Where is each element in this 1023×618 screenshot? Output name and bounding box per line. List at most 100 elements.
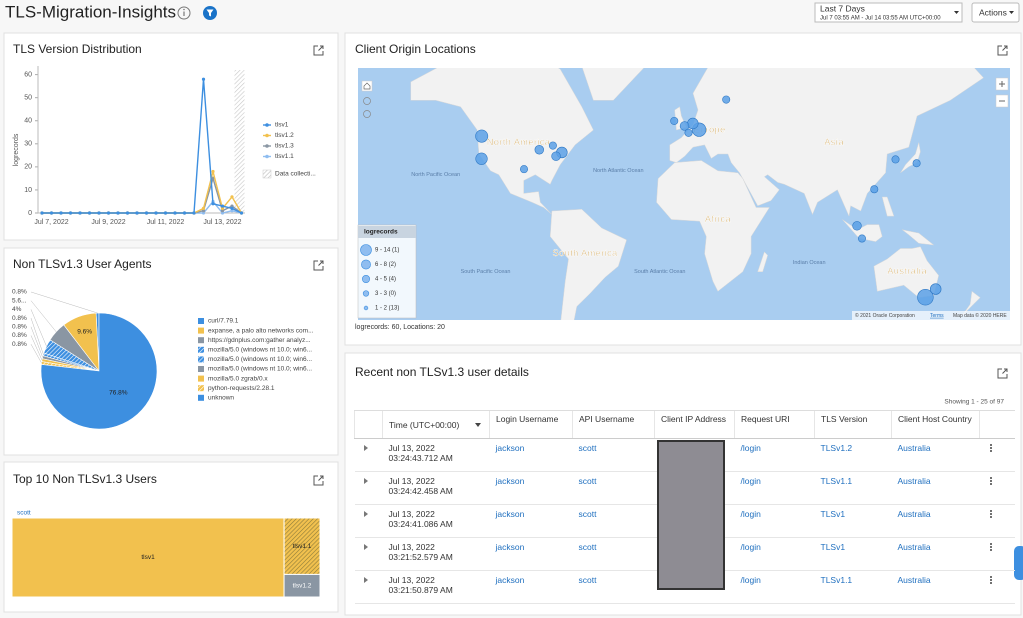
api-link[interactable]: scott [578,443,597,453]
location-bubble[interactable] [891,155,900,164]
country-link[interactable]: Australia [897,542,931,552]
cell [979,537,1015,571]
expand-icon[interactable] [313,475,324,486]
country-link[interactable]: Australia [897,575,931,585]
country-link[interactable]: Australia [897,443,931,453]
location-bubble[interactable] [870,185,879,194]
expand-icon[interactable] [313,260,324,271]
location-bubble[interactable] [917,289,934,306]
expand-icon[interactable] [313,45,324,56]
column-header[interactable]: Client Host Country [898,414,972,424]
location-bubble[interactable] [475,152,488,165]
row-menu[interactable] [986,509,996,519]
row-expander[interactable] [361,443,371,453]
column-header[interactable]: Request URI [741,414,790,424]
location-bubble[interactable] [548,141,557,150]
tls-link[interactable]: TLSv1.2 [820,443,853,453]
cell [354,504,383,538]
column-header[interactable]: Time (UTC+00:00) [389,419,460,430]
legend-label: 6 - 8 (2) [375,262,396,268]
tls-link[interactable]: TLSv1.1 [820,476,853,486]
column-header[interactable]: Client IP Address [661,414,727,424]
row-expander[interactable] [361,575,371,585]
login-link[interactable]: jackson [495,542,525,552]
region-label: Africa [705,214,731,224]
leader-line [30,326,43,358]
data-point [49,211,54,215]
zoom-in[interactable] [995,77,1009,91]
login-link[interactable]: jackson [495,443,525,453]
pan-button[interactable] [363,97,371,105]
chart-title: Non TLSv1.3 User Agents [13,257,152,271]
location-bubble[interactable] [551,151,561,161]
sort-arrow[interactable] [473,420,483,430]
location-bubble[interactable] [687,117,699,130]
time-selector[interactable]: Last 7 Days Jul 7 03:55 AM - Jul 14 03:5… [814,2,963,23]
row-menu[interactable] [986,476,996,486]
actions-button[interactable]: Actions [971,2,1020,23]
login-link[interactable]: jackson [495,575,525,585]
api-link[interactable]: scott [578,509,597,519]
leader-line [30,309,47,347]
select-button[interactable] [363,110,371,118]
api-link[interactable]: scott [578,575,597,585]
time-span: Jul 7 03:55 AM - Jul 14 03:55 AM UTC+00:… [820,16,941,22]
uri-link[interactable]: /login [740,443,761,453]
legend-label: 1 - 2 (13) [375,306,399,312]
tls-link[interactable]: TLSv1.1 [820,575,853,585]
uri-link[interactable]: /login [740,575,761,585]
location-bubble[interactable] [852,221,862,231]
row-expander[interactable] [361,542,371,552]
map-controls[interactable] [361,80,373,118]
zoom-out[interactable] [995,94,1009,108]
row-menu[interactable] [986,575,996,585]
location-bubble[interactable] [520,165,529,174]
legend-label: python-requests/2.28.1 [208,385,275,392]
uri-link[interactable]: /login [740,476,761,486]
login-link[interactable]: jackson [495,509,525,519]
row-menu[interactable] [986,443,996,453]
filter-icon[interactable] [203,6,217,20]
header-cell: Request URI [734,410,815,439]
location-bubble[interactable] [475,129,489,143]
info-icon[interactable] [177,6,191,20]
location-bubble[interactable] [534,145,544,155]
expand-icon[interactable] [997,45,1008,56]
row-expander[interactable] [361,509,371,519]
country-link[interactable]: Australia [897,476,931,486]
header-cell: Time (UTC+00:00) [382,410,490,439]
location-bubble[interactable] [670,116,679,125]
column-header[interactable]: TLS Version [821,414,868,424]
tls-link[interactable]: TLSv1 [820,509,846,519]
column-header[interactable]: Login Username [496,414,559,424]
login-link[interactable]: jackson [495,476,525,486]
uri-link[interactable]: /login [740,509,761,519]
expand-icon[interactable] [997,368,1008,379]
tls-link[interactable]: TLSv1 [820,542,846,552]
terms-link[interactable]: Terms [930,313,944,319]
uri-link[interactable]: /login [740,542,761,552]
location-bubble[interactable] [722,95,731,104]
cell: scott [572,471,655,505]
attribution-bg [852,311,1010,320]
location-bubble[interactable] [684,128,693,137]
data-point [239,211,244,215]
y-tick-label: 30 [24,141,32,148]
row-menu[interactable] [986,542,996,552]
location-bubble[interactable] [912,159,921,168]
land [881,196,895,217]
row-expander[interactable] [361,476,371,486]
location-bubble[interactable] [679,121,690,131]
location-bubble[interactable] [857,234,866,243]
cell: Australia [891,504,980,538]
api-link[interactable]: scott [578,542,597,552]
region-label: South America [553,248,618,258]
location-bubble[interactable] [929,283,942,295]
side-handle[interactable] [1014,546,1023,580]
country-link[interactable]: Australia [897,509,931,519]
api-link[interactable]: scott [578,476,597,486]
home-button[interactable] [361,80,373,92]
data-label: 0.8% [12,324,27,331]
header-cell: TLS Version [814,410,892,439]
column-header[interactable]: API Username [579,414,635,424]
